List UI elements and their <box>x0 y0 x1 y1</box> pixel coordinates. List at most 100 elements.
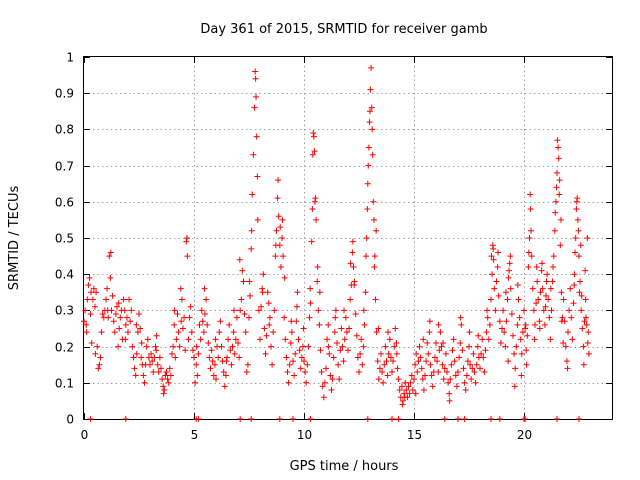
data-point <box>222 372 229 379</box>
data-point <box>203 296 210 303</box>
data-point <box>329 376 336 383</box>
data-point <box>530 307 537 314</box>
data-point <box>137 325 144 332</box>
data-point <box>528 227 535 234</box>
data-point <box>511 383 518 390</box>
data-point <box>208 347 215 354</box>
data-point <box>82 307 89 314</box>
data-point <box>193 361 200 368</box>
data-point <box>293 303 300 310</box>
data-point <box>576 289 583 296</box>
data-point <box>172 354 179 361</box>
data-point <box>382 343 389 350</box>
data-point <box>422 372 428 379</box>
data-point <box>89 296 96 303</box>
data-point <box>347 260 354 267</box>
data-point <box>444 368 450 375</box>
data-point <box>434 358 441 365</box>
data-point <box>482 347 489 354</box>
data-point <box>524 332 531 339</box>
data-point <box>446 397 453 404</box>
data-point <box>88 289 95 296</box>
data-point <box>156 354 163 361</box>
data-point <box>171 307 178 314</box>
data-point <box>257 336 263 343</box>
data-point <box>514 282 521 289</box>
data-point <box>385 329 392 336</box>
chart-title: Day 361 of 2015, SRMTID for receiver gam… <box>200 22 487 37</box>
data-point <box>376 365 383 372</box>
data-point <box>125 329 131 336</box>
data-point <box>408 372 415 379</box>
data-point <box>554 169 560 176</box>
series-srmtid <box>81 64 592 422</box>
data-point <box>417 354 424 361</box>
data-point <box>248 416 255 422</box>
data-point <box>153 332 160 339</box>
data-point <box>409 387 416 394</box>
data-point <box>309 206 316 213</box>
data-point <box>568 314 575 321</box>
data-point <box>185 336 192 343</box>
data-point <box>117 314 124 321</box>
data-point <box>253 93 260 100</box>
data-point <box>489 242 496 249</box>
data-point <box>548 307 555 314</box>
data-point <box>455 368 461 375</box>
data-point <box>544 271 551 278</box>
data-point <box>115 343 122 350</box>
data-point <box>147 361 153 368</box>
data-point <box>110 318 117 325</box>
data-point <box>571 271 578 278</box>
data-point <box>123 314 130 321</box>
data-point <box>140 372 147 379</box>
data-point <box>275 177 282 184</box>
data-point <box>260 271 267 278</box>
plot-frame <box>83 56 613 420</box>
data-point <box>446 390 453 397</box>
data-point <box>585 329 592 336</box>
data-point <box>486 321 493 328</box>
data-point <box>372 296 379 303</box>
data-point <box>175 329 182 336</box>
data-point <box>488 416 494 422</box>
data-point <box>513 343 520 350</box>
data-point <box>479 336 486 343</box>
data-point <box>523 347 530 354</box>
data-point <box>511 350 518 357</box>
data-point <box>543 292 549 299</box>
data-point <box>457 339 464 346</box>
data-point <box>341 307 348 314</box>
data-point <box>323 365 329 372</box>
data-point <box>312 195 319 202</box>
data-point <box>186 314 193 321</box>
data-point <box>364 416 371 422</box>
data-point <box>290 358 296 365</box>
data-point <box>349 238 356 245</box>
data-point <box>300 325 307 332</box>
data-point <box>198 307 205 314</box>
data-point <box>471 368 478 375</box>
data-point <box>235 339 241 346</box>
data-point <box>233 314 240 321</box>
data-point <box>132 372 139 379</box>
data-point <box>369 151 376 158</box>
data-point <box>505 274 512 281</box>
data-point <box>572 235 579 241</box>
data-point <box>200 329 207 336</box>
data-point <box>266 314 273 321</box>
data-point <box>252 75 259 82</box>
data-point <box>510 332 516 339</box>
data-point <box>192 379 199 386</box>
data-point <box>272 242 279 249</box>
x-tick-label: 5 <box>191 428 199 442</box>
data-point <box>159 376 166 383</box>
data-point <box>573 206 580 213</box>
data-point <box>578 307 585 314</box>
data-point <box>351 282 358 289</box>
data-point <box>325 321 332 328</box>
data-point <box>484 307 491 314</box>
data-point <box>508 311 515 318</box>
data-point <box>546 314 553 321</box>
data-point <box>218 343 225 350</box>
